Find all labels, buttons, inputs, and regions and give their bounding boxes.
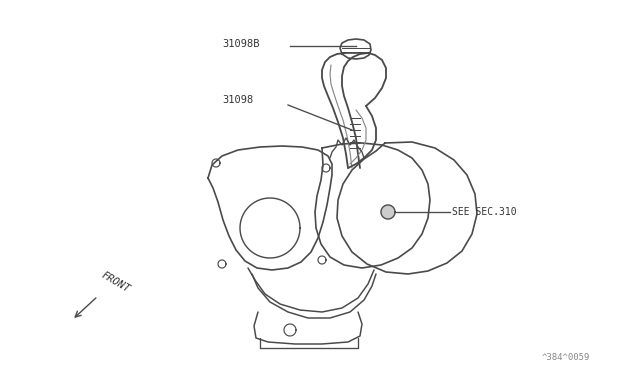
Text: ^384^0059: ^384^0059 xyxy=(541,353,590,362)
Text: 31098: 31098 xyxy=(222,95,253,105)
Text: 31098B: 31098B xyxy=(222,39,259,49)
Polygon shape xyxy=(381,205,395,219)
Text: FRONT: FRONT xyxy=(100,270,132,294)
Text: SEE SEC.310: SEE SEC.310 xyxy=(452,207,516,217)
